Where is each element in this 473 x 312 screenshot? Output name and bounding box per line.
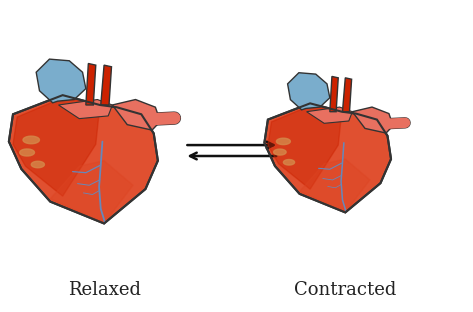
Polygon shape <box>20 149 35 156</box>
Polygon shape <box>23 136 40 144</box>
Polygon shape <box>86 64 96 105</box>
Polygon shape <box>299 159 370 212</box>
Polygon shape <box>112 100 160 130</box>
Polygon shape <box>36 59 86 103</box>
Polygon shape <box>283 159 295 165</box>
Polygon shape <box>288 73 330 110</box>
Polygon shape <box>101 65 112 105</box>
Polygon shape <box>31 161 44 168</box>
Polygon shape <box>342 78 351 112</box>
Polygon shape <box>50 161 133 223</box>
Polygon shape <box>13 98 100 196</box>
Text: Contracted: Contracted <box>294 281 396 299</box>
Polygon shape <box>307 107 352 123</box>
Polygon shape <box>268 106 342 189</box>
Polygon shape <box>352 107 393 133</box>
Polygon shape <box>273 149 286 155</box>
Polygon shape <box>330 76 338 112</box>
Polygon shape <box>264 103 391 212</box>
Polygon shape <box>276 138 290 145</box>
Polygon shape <box>9 95 158 223</box>
Polygon shape <box>59 100 112 119</box>
Text: Relaxed: Relaxed <box>68 281 140 299</box>
